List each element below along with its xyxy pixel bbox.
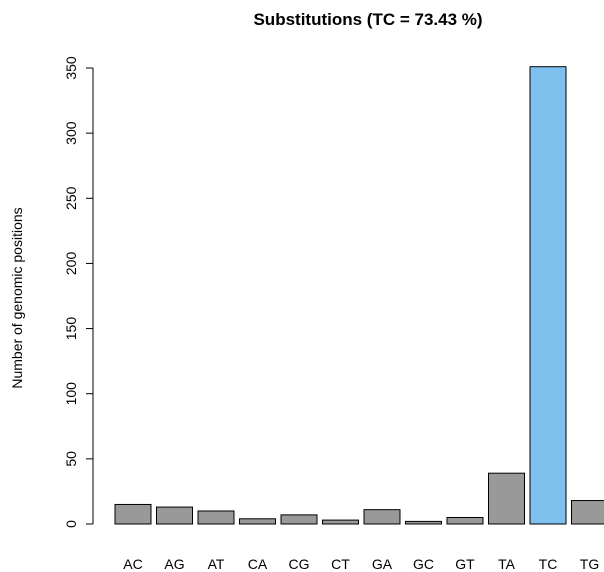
bar-cg: [280, 514, 318, 525]
y-tick-label: 50: [63, 451, 79, 467]
bar-ag: [156, 506, 193, 525]
y-tick-label: 250: [63, 186, 79, 210]
category-label-cg: CG: [289, 556, 310, 572]
y-tick-label: 300: [63, 121, 79, 145]
category-label-ag: AG: [164, 556, 184, 572]
category-labels-group: AC AG AT CA CG CT GA GC GT TA TC TG: [123, 556, 599, 572]
bar-ct: [322, 519, 359, 525]
bar-ac: [114, 503, 152, 525]
category-label-tg: TG: [580, 556, 599, 572]
y-axis-label: Number of genomic positions: [9, 207, 25, 388]
chart-title: Substitutions (TC = 73.43 %): [253, 10, 482, 29]
category-label-ga: GA: [372, 556, 393, 572]
category-label-ta: TA: [498, 556, 516, 572]
y-tick-label: 350: [63, 56, 79, 80]
y-tick-label: 100: [63, 382, 79, 406]
bar-ta: [488, 472, 525, 525]
category-label-ca: CA: [248, 556, 268, 572]
y-tick-label: 0: [63, 520, 79, 528]
bar-tc: [529, 66, 567, 525]
y-axis: 0 50 100 150 200 250 300 350: [63, 56, 94, 528]
category-label-ac: AC: [123, 556, 142, 572]
bar-gt: [446, 516, 484, 525]
bar-tg: [571, 500, 604, 525]
bar-ca: [239, 518, 276, 525]
category-label-at: AT: [208, 556, 225, 572]
category-label-gc: GC: [413, 556, 434, 572]
bar-ga: [363, 509, 401, 525]
bar-gc: [405, 520, 442, 525]
category-label-ct: CT: [331, 556, 350, 572]
bar-at: [197, 510, 235, 525]
category-label-gt: GT: [455, 556, 475, 572]
category-label-tc: TC: [539, 556, 558, 572]
y-tick-label: 200: [63, 252, 79, 276]
y-tick-label: 150: [63, 317, 79, 341]
bars-group: [114, 66, 604, 525]
